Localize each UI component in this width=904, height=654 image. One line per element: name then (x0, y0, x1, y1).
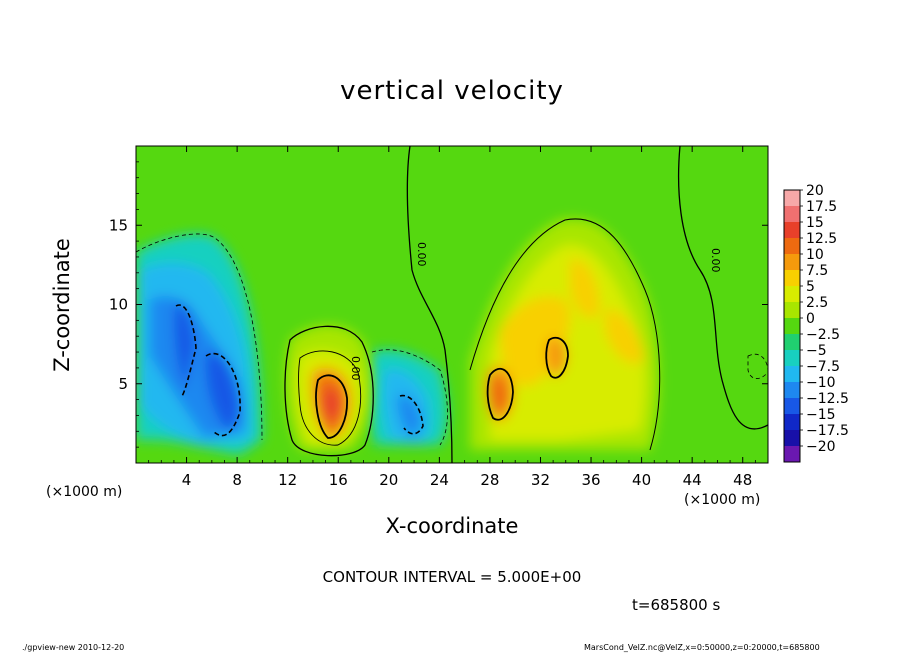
x-unit-right: (×1000 m) (684, 492, 761, 508)
x-tick-label: 28 (480, 471, 499, 489)
colorbar-label: 7.5 (806, 263, 828, 279)
y-axis-label: Z-coordinate (50, 238, 74, 372)
x-tick-label: 16 (329, 471, 348, 489)
downdraft-region-left (136, 233, 262, 455)
x-tick-label: 8 (232, 471, 242, 489)
x-tick-label: 40 (632, 471, 651, 489)
x-tick-label: 48 (733, 471, 752, 489)
x-axis: 4 8 12 16 20 24 28 32 36 40 44 48 (148, 146, 756, 489)
x-tick-label: 24 (430, 471, 449, 489)
colorbar-label: −12.5 (806, 391, 849, 407)
colorbar-label: −2.5 (806, 327, 840, 343)
zero-contour-2 (677, 146, 768, 430)
colorbar-label: −7.5 (806, 359, 840, 375)
colorbar-swatch (784, 446, 800, 463)
contour-label-a: 0.00 (415, 242, 428, 267)
contour-10-right-a (486, 367, 514, 421)
contour-lines (136, 146, 768, 463)
colorbar-label: −15 (806, 407, 836, 423)
y-tick-label: 5 (118, 375, 128, 393)
zero-contour-1 (406, 146, 453, 463)
contour-label-c: 0.00 (349, 356, 362, 381)
colorbar-swatch (784, 190, 800, 207)
colorbar-label: 10 (806, 247, 824, 263)
footer-left: ./gpview-new 2010-12-20 (22, 643, 125, 652)
colorbar-label: 15 (806, 215, 824, 231)
colorbar-frame (783, 189, 801, 463)
colorbar-swatch (784, 302, 800, 319)
y-tick-label: 15 (109, 216, 128, 234)
zero-contour-updraft (284, 325, 374, 457)
contour-neg-10-left-a (175, 304, 197, 397)
colorbar-swatch (784, 270, 800, 287)
colorbar-swatch (784, 414, 800, 431)
colorbar-swatch (784, 398, 800, 415)
contour-neg-5-left (136, 233, 263, 441)
footer-right: MarsCond_VelZ.nc@VelZ,x=0:50000,z=0:2000… (584, 643, 820, 652)
colorbar-label: −10 (806, 375, 836, 391)
chart-title: vertical velocity (340, 76, 564, 106)
x-tick-label: 44 (683, 471, 702, 489)
y-tick-label: 10 (109, 296, 128, 314)
x-tick-label: 12 (278, 471, 297, 489)
colorbar-swatch (784, 222, 800, 239)
x-unit-left: (×1000 m) (46, 484, 123, 500)
colorbar-label: 5 (806, 279, 815, 295)
contour-interval: CONTOUR INTERVAL = 5.000E+00 (322, 568, 582, 586)
colorbar-label: 0 (806, 311, 815, 327)
colorbar-label: −20 (806, 439, 836, 455)
contour-10 (315, 374, 348, 439)
colorbar-label: 2.5 (806, 295, 828, 311)
colorbar-swatch (784, 334, 800, 351)
x-tick-label: 20 (379, 471, 398, 489)
colorbar-swatch (784, 318, 800, 335)
colorbar-swatch (784, 238, 800, 255)
contour-neg-5-middle (371, 349, 448, 446)
x-tick-label: 36 (581, 471, 600, 489)
contour-updraft-right (469, 218, 661, 451)
colorbar-swatch (784, 382, 800, 399)
colorbar-label: 17.5 (806, 199, 837, 215)
colorbar-label: 12.5 (806, 231, 837, 247)
contour-neg-10-left-b (205, 352, 241, 437)
colorbar-swatch (784, 286, 800, 303)
y-axis: 5 10 15 (109, 161, 768, 448)
colorbar-swatch (784, 206, 800, 223)
x-axis-label: X-coordinate (385, 514, 519, 538)
colorbar-swatch (784, 366, 800, 383)
contour-5 (298, 350, 361, 446)
updraft-region-center (285, 324, 372, 450)
colorbar-label: −5 (806, 343, 827, 359)
colorbar-swatch (784, 350, 800, 367)
colorbar-swatch (784, 254, 800, 271)
colorbar-label: 20 (806, 183, 824, 199)
contour-label-group: 0.00 0.00 0.00 (349, 242, 722, 381)
x-tick-label: 32 (531, 471, 550, 489)
contour-10-right-b (545, 336, 569, 379)
updraft-region-right (470, 218, 659, 450)
contour-label-b: 0.00 (709, 248, 722, 273)
contour-neg-10-middle (399, 394, 424, 435)
time-label: t=685800 s (632, 596, 721, 614)
x-tick-label: 4 (182, 471, 192, 489)
colorbar-swatch (784, 430, 800, 447)
colorbar: 2017.51512.5107.552.50−2.5−5−7.5−10−12.5… (783, 183, 849, 463)
velocity-field: 0.00 0.00 0.00 (136, 146, 768, 463)
colorbar-label: −17.5 (806, 423, 849, 439)
